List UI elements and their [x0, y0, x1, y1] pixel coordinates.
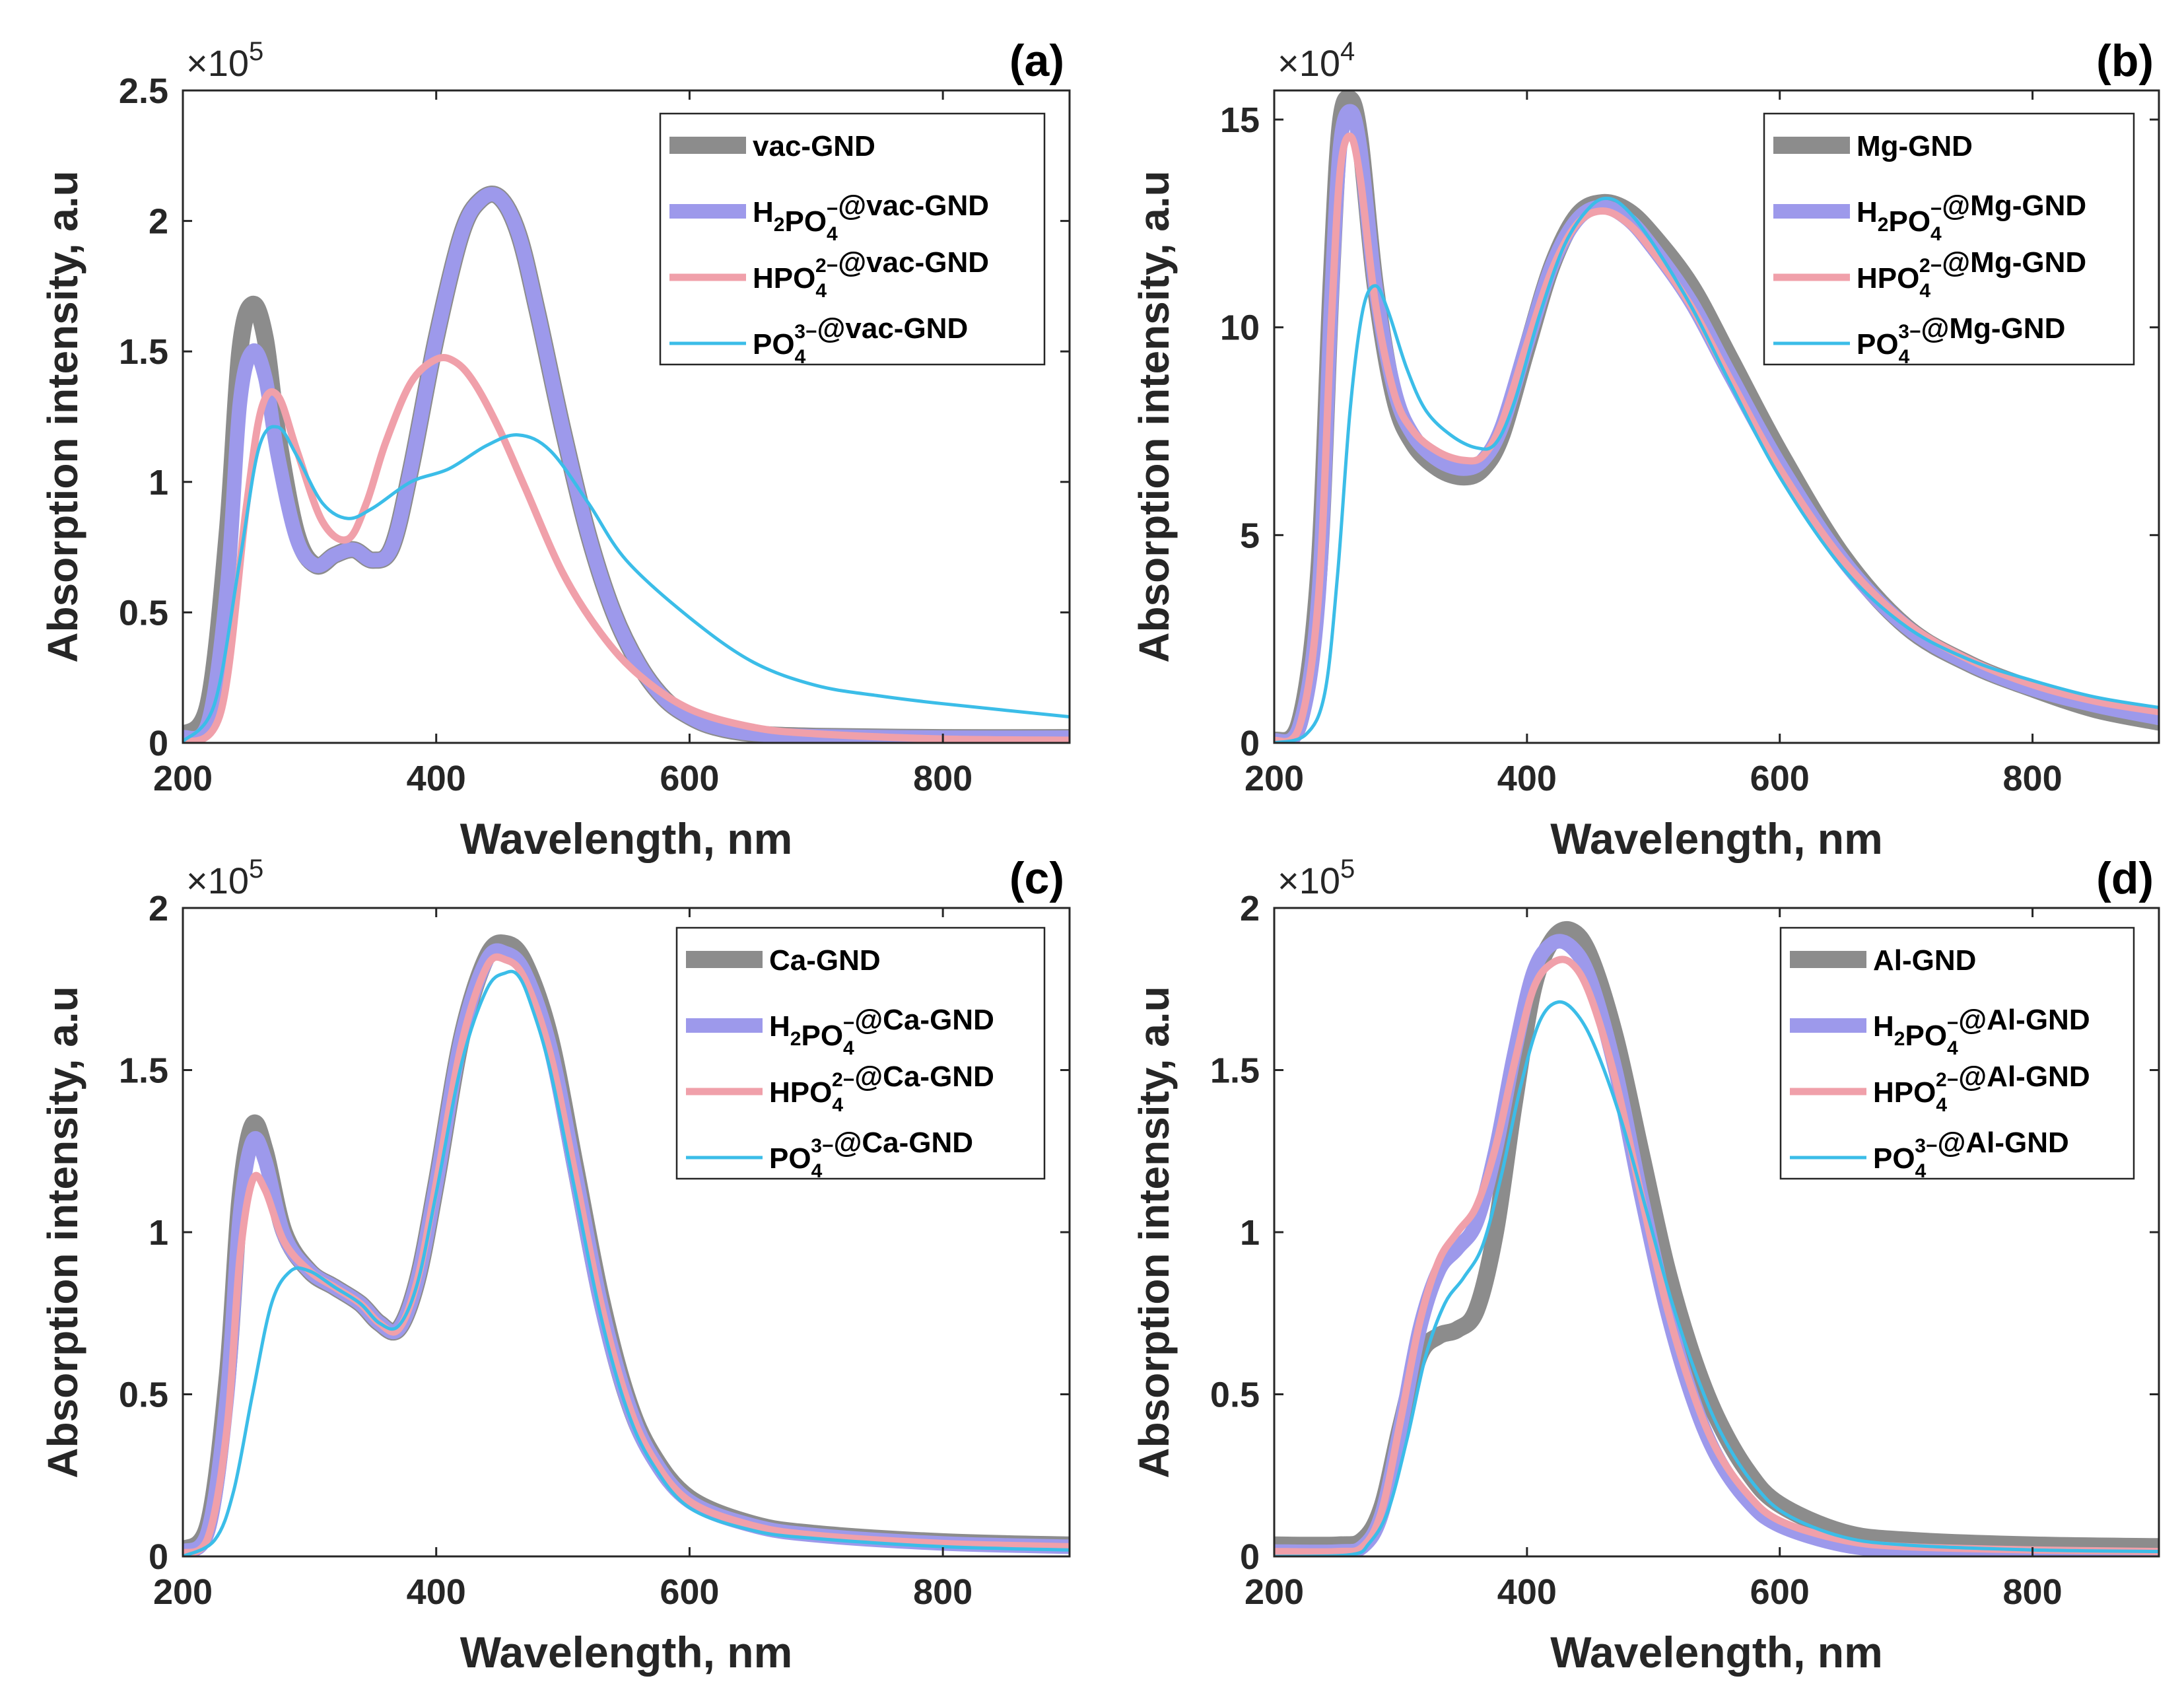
x-tick-label: 200	[1245, 1572, 1304, 1612]
legend-entry-1: H2PO4−@Mg-GND	[1857, 190, 2086, 245]
legend-entry-0: Al-GND	[1873, 944, 1976, 977]
x-tick-label: 400	[1497, 1572, 1557, 1612]
x-axis-label: Wavelength, nm	[460, 1628, 793, 1677]
x-axis-label: Wavelength, nm	[1550, 1628, 1883, 1677]
y-tick-label: 2	[1240, 889, 1260, 928]
y-tick-label: 2.5	[119, 71, 168, 111]
legend-box	[1763, 112, 2135, 366]
legend-box	[1779, 926, 2135, 1180]
x-tick-label: 800	[913, 759, 973, 798]
axes-box	[1273, 89, 2160, 744]
chart-panel-b: 200 400 600 800 0 5 10 15 ×104 (b) Wavelength, nm A…	[1130, 36, 2160, 863]
series-line-2	[183, 953, 1070, 1556]
series-group	[183, 186, 1070, 743]
y-scale-exponent: ×105	[186, 854, 263, 901]
legend-entry-3: PO43−@Mg-GND	[1857, 312, 2065, 368]
y-tick-label: 0	[1240, 1537, 1260, 1577]
panel-label: (d)	[2096, 853, 2154, 903]
legend-entry-1: H2PO4−@Ca-GND	[769, 1004, 994, 1059]
series-group	[1274, 90, 2159, 743]
y-tick-label: 1	[1240, 1213, 1260, 1253]
x-tick-label: 200	[1245, 759, 1304, 798]
x-tick-label: 800	[913, 1572, 973, 1612]
x-tick-label: 200	[153, 759, 213, 798]
y-tick-label: 0.5	[1210, 1375, 1260, 1415]
series-group	[1274, 921, 2159, 1556]
series-line-3	[183, 425, 1070, 743]
legend-entry-2: HPO42−@Al-GND	[1873, 1060, 2090, 1116]
panel-label: (a)	[1009, 36, 1064, 86]
legend-entry-0: Ca-GND	[769, 944, 881, 977]
series-line-1	[183, 187, 1070, 743]
x-axis-label: Wavelength, nm	[460, 814, 793, 863]
legend-entry-2: HPO42−@Mg-GND	[1857, 246, 2086, 302]
y-tick-label: 10	[1220, 308, 1260, 348]
y-axis-label: Absorption intensity, a.u	[1130, 986, 1178, 1478]
legend-box	[675, 926, 1046, 1180]
panel-label: (b)	[2096, 36, 2154, 86]
chart-panel-a: 200 400 600 800 0 0.5 1 1.5 2 2.5 ×105 (a) Wavelengt…	[39, 36, 1071, 863]
x-tick-label: 600	[1750, 1572, 1810, 1612]
y-tick-label: 0.5	[119, 1375, 168, 1415]
y-axis-label: Absorption intensity, a.u	[39, 170, 86, 663]
y-scale-exponent: ×105	[186, 37, 263, 84]
series-line-3	[1274, 1000, 2159, 1556]
series-line-2	[1274, 132, 2159, 743]
x-tick-label: 400	[407, 759, 466, 798]
y-axis-label: Absorption intensity, a.u	[39, 986, 86, 1478]
y-tick-label: 0	[149, 1537, 168, 1577]
legend-entry-2: HPO42−@vac-GND	[753, 246, 989, 302]
chart-panel-d: 200 400 600 800 0 0.5 1 1.5 2 ×105 (d) Wavelength, …	[1130, 853, 2160, 1677]
y-tick-label: 0	[1240, 724, 1260, 763]
legend-entry-3: PO43−@Ca-GND	[769, 1127, 973, 1182]
x-tick-label: 400	[1497, 759, 1557, 798]
series-line-3	[183, 969, 1070, 1556]
y-tick-label: 1.5	[119, 1051, 168, 1091]
legend-box	[659, 112, 1046, 366]
x-tick-label: 800	[2003, 1572, 2063, 1612]
y-tick-label: 15	[1220, 100, 1260, 140]
y-scale-exponent: ×105	[1278, 854, 1355, 901]
y-tick-label: 1.5	[1210, 1051, 1260, 1091]
legend-entry-3: PO43−@vac-GND	[753, 312, 968, 368]
legend-entry-1: H2PO4−@vac-GND	[753, 190, 989, 245]
x-tick-label: 800	[2003, 759, 2063, 798]
y-tick-label: 2	[149, 202, 168, 242]
panel-label: (c)	[1009, 853, 1064, 903]
series-line-2	[1274, 956, 2159, 1556]
legend-entry-3: PO43−@Al-GND	[1873, 1127, 2069, 1182]
y-scale-exponent: ×104	[1278, 37, 1355, 84]
legend-entry-0: Mg-GND	[1857, 130, 1973, 162]
chart-panel-c: 200 400 600 800 0 0.5 1 1.5 2 ×105 (c) Wavelength, …	[39, 853, 1071, 1677]
y-tick-label: 0.5	[119, 593, 168, 633]
x-tick-label: 600	[1750, 759, 1810, 798]
x-tick-label: 600	[660, 759, 719, 798]
y-tick-label: 0	[149, 724, 168, 763]
series-line-2	[183, 353, 1070, 743]
y-axis-label: Absorption intensity, a.u	[1130, 170, 1178, 663]
y-tick-label: 1	[149, 463, 168, 503]
x-tick-label: 400	[407, 1572, 466, 1612]
series-group	[183, 934, 1070, 1556]
x-axis-label: Wavelength, nm	[1550, 814, 1883, 863]
x-tick-label: 600	[660, 1572, 719, 1612]
y-tick-label: 5	[1240, 516, 1260, 555]
legend-entry-2: HPO42−@Ca-GND	[769, 1060, 994, 1116]
x-tick-label: 200	[153, 1572, 213, 1612]
series-line-3	[1274, 196, 2159, 743]
y-tick-label: 2	[149, 889, 168, 928]
legend-entry-0: vac-GND	[753, 130, 875, 162]
axes-box	[182, 89, 1071, 744]
y-tick-label: 1	[149, 1213, 168, 1253]
y-tick-label: 1.5	[119, 332, 168, 372]
legend-entry-1: H2PO4−@Al-GND	[1873, 1004, 2090, 1059]
